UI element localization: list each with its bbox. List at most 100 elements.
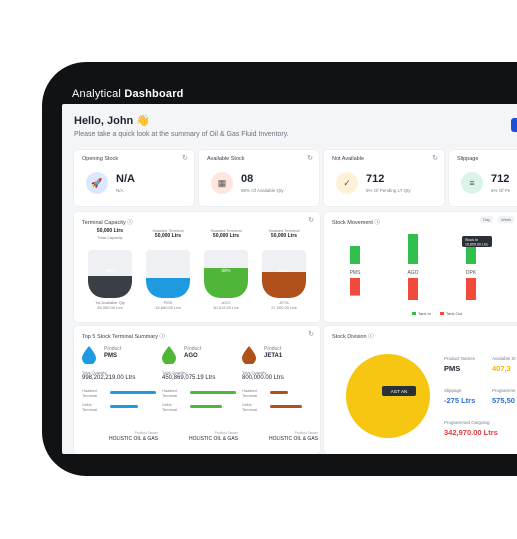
stock-division-title: Stock Division ⓘ — [332, 334, 374, 340]
product-owner-label: Product Owner — [214, 431, 238, 435]
tank-footer: PMS 15,660.00 Ltrs — [155, 300, 181, 310]
product-name: AGO — [184, 353, 198, 359]
drop-icon — [82, 346, 96, 364]
programmed-value: 575,50 — [492, 396, 515, 405]
bar-tank-out-ago — [408, 278, 418, 300]
product-label: Product — [104, 346, 122, 352]
available-label: Available St — [492, 356, 516, 361]
tank-fill — [204, 268, 248, 298]
tank-capacity: 50,000 Ltrs — [96, 228, 124, 234]
tank-column: Haasted Terminal 50,000 Ltrs 80% AGO 30,… — [200, 228, 252, 310]
tank-percent: 90% — [105, 268, 115, 273]
bar-tank-in-pms — [350, 246, 360, 264]
bar-tank-out-dpk — [466, 278, 476, 300]
pie-tooltip-label: AGT AN — [391, 389, 407, 394]
tank-footer: JETA 27,000.00 Ltrs — [271, 300, 297, 310]
top5-title: Top 5 Stock Terminal Summary ⓘ — [82, 334, 166, 340]
tab-day[interactable]: Day — [480, 216, 494, 223]
bar-tank-out-pms — [350, 278, 360, 296]
movement-tooltip — [462, 236, 492, 247]
product-name-value: PMS — [444, 364, 461, 373]
legend-label: Tank Out — [446, 311, 463, 316]
product-name: PMS — [104, 353, 118, 359]
product-summary: Product PMS Total Quantity 998,202,219.0… — [82, 344, 162, 448]
terminal-capacity-card: Terminal Capacity ⓘ ↻ 50,000 Ltrs Total … — [74, 212, 320, 322]
stat-title: Opening Stock — [82, 156, 119, 162]
drop-icon — [242, 346, 256, 364]
tank-capacity: 50,000 Ltrs — [212, 233, 240, 239]
tank-gauge — [146, 250, 190, 298]
app-title: Analytical Dashboard — [72, 88, 184, 100]
refresh-icon[interactable]: ↻ — [307, 155, 313, 162]
tank-footer: Tot Available Qty 45,060.00 Ltrs — [95, 300, 125, 310]
outgoing-value: 342,970.00 Ltrs — [444, 428, 498, 437]
greeting-subtitle: Please take a quick look at the summary … — [74, 131, 289, 138]
tank-percent: 5.6% — [278, 268, 290, 273]
stock-movement-title: Stock Movement ⓘ — [332, 220, 380, 226]
tank-percent: 80% — [221, 268, 231, 273]
top5-card: Top 5 Stock Terminal Summary ⓘ ↻ Product… — [74, 326, 320, 454]
stat-title: Not Available — [332, 156, 365, 162]
stock-division-card: Stock Division ⓘ AGT AN Product Names PM… — [324, 326, 517, 454]
tank-header: Haasted Terminal — [152, 228, 184, 233]
stock-movement-card: Stock Movement ⓘ Day Week PMS AGO DPK Stock… — [324, 212, 517, 322]
product-name-label: Product Names — [444, 356, 476, 361]
product-summary: Product JETA1 Total Quantity 800,000.00 … — [242, 344, 322, 448]
refresh-icon[interactable]: ↻ — [182, 155, 188, 162]
greeting-title: Hello, John 👋 — [74, 115, 151, 127]
pie-tooltip — [382, 386, 416, 396]
terminal-label: Orlbe Terminal — [242, 402, 258, 412]
tank-column: Haasted Terminal 50,000 Ltrs 5.6% JETA 2… — [258, 228, 310, 310]
terminal-capacity-title: Terminal Capacity ⓘ — [82, 220, 133, 226]
tank-column: Haasted Terminal 50,000 Ltrs PMS 15,660.… — [142, 228, 194, 310]
category-label-ago: AGO — [407, 270, 418, 276]
refresh-icon[interactable]: ↻ — [308, 217, 314, 224]
tank-gauge: 5.6% — [262, 250, 306, 298]
tab-week[interactable]: Week — [498, 216, 515, 223]
movement-tooltip-text: 10,600.00 Ltrs — [465, 243, 488, 247]
terminal-label: Haasted Terminal — [82, 388, 98, 398]
stat-value: N/A — [116, 173, 135, 185]
total-quantity-value: 998,202,219.00 Ltrs — [82, 375, 136, 381]
tank-column: 50,000 Ltrs Total Capacity 90% Tot Avail… — [84, 228, 136, 310]
product-summary: Product AGO Total Quantity 450,869,075.1… — [162, 344, 242, 448]
category-label-pms: PMS — [350, 270, 362, 276]
bar-tank-in-ago — [408, 234, 418, 264]
product-label: Product — [264, 346, 282, 352]
stat-subtext: 6% Of Pe — [491, 188, 511, 193]
rocket-icon: 🚀 — [86, 172, 108, 194]
stat-subtext: N/A — [116, 188, 124, 193]
stat-title: Available Stock — [207, 156, 245, 162]
product-label: Product — [184, 346, 202, 352]
terminal-label: Haasted Terminal — [242, 388, 258, 398]
product-owner-label: Product Owner — [294, 431, 318, 435]
check-circle-icon: ✓ — [336, 172, 358, 194]
legend-label: Tank In — [418, 311, 431, 316]
stock-division-pie: AGT AN — [346, 354, 430, 438]
terminal-label: Haasted Terminal — [162, 388, 178, 398]
tank-capacity: 50,000 Ltrs — [154, 233, 182, 239]
refresh-icon[interactable]: ↻ — [432, 155, 438, 162]
product-owner: HOLISTIC OIL & GAS — [269, 436, 318, 442]
tank-header: Haasted Terminal — [268, 228, 300, 233]
stat-subtext: 98% Of Available Qty — [241, 188, 284, 193]
stat-title: Slippage — [457, 156, 479, 162]
action-button[interactable] — [511, 118, 517, 132]
terminal-label: Orlbe Terminal — [82, 402, 98, 412]
total-quantity-label: Total Quantity — [82, 370, 107, 375]
stat-subtext: 6% Of Pending LT Qty — [366, 188, 411, 193]
total-quantity-label: Total Quantity — [242, 370, 267, 375]
slippage-value: -275 Ltrs — [444, 396, 476, 405]
slippage-label: Slippage — [444, 388, 462, 393]
terminal-bar — [190, 405, 223, 408]
tank-fill — [88, 276, 132, 298]
terminal-bar — [190, 391, 236, 394]
stat-card: Not Available ↻ ✓ 712 6% Of Pending LT Q… — [324, 150, 444, 206]
programmed-label: Programme — [492, 388, 516, 393]
total-quantity-value: 450,869,075.19 Ltrs — [162, 375, 216, 381]
refresh-icon[interactable]: ↻ — [308, 331, 314, 338]
product-owner: HOLISTIC OIL & GAS — [109, 436, 158, 442]
tank-gauge: 80% — [204, 250, 248, 298]
terminal-bar — [270, 405, 303, 408]
